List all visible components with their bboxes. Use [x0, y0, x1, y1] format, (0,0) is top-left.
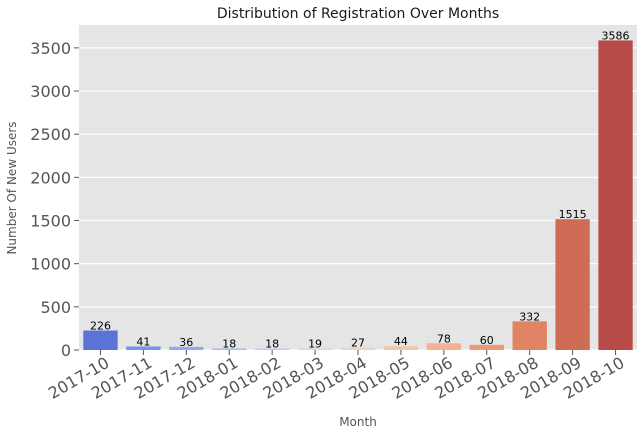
bar: [340, 347, 376, 350]
data-label: 44: [394, 335, 408, 348]
y-tick-label: 2000: [30, 168, 71, 187]
gridlines: [79, 47, 637, 351]
bar: [469, 344, 504, 350]
data-label: 19: [308, 337, 322, 350]
plot-area: [79, 25, 637, 350]
bar: [512, 321, 547, 350]
data-label: 18: [265, 337, 279, 350]
data-label: 18: [222, 337, 236, 350]
data-labels: 226 41 36 18 18 19 27 44 78 60 332 1515 3586: [90, 29, 630, 350]
y-tick-label: 1500: [30, 212, 71, 231]
bar: [254, 348, 290, 350]
bar: [169, 346, 204, 350]
data-label: 1515: [559, 208, 587, 221]
bar: [426, 343, 462, 350]
data-label: 332: [519, 310, 540, 323]
y-tick-label: 0: [61, 341, 71, 360]
y-tick-label: 1000: [30, 255, 71, 274]
data-label: 3586: [602, 29, 630, 42]
data-label: 41: [136, 335, 150, 348]
bar: [212, 348, 247, 350]
y-tick-label: 500: [40, 298, 71, 317]
bar: [83, 330, 118, 350]
y-axis-label: Number Of New Users: [5, 121, 19, 254]
y-tick-label: 3500: [30, 39, 71, 58]
x-axis-ticks: 2017-102017-112017-122018-012018-022018-…: [45, 350, 628, 403]
bar: [555, 219, 590, 350]
bars: [83, 40, 633, 350]
bar: [297, 348, 333, 350]
y-tick-label: 2500: [30, 125, 71, 144]
data-label: 226: [90, 319, 111, 332]
bar: [383, 346, 419, 350]
y-axis-ticks: 0 500 1000 1500 2000 2500 3000 3500: [30, 39, 79, 360]
data-label: 78: [437, 332, 451, 345]
chart-title: Distribution of Registration Over Months: [217, 6, 499, 22]
data-label: 36: [179, 336, 193, 349]
y-tick-label: 3000: [30, 82, 71, 101]
bar: [598, 40, 633, 350]
data-label: 27: [351, 337, 365, 350]
data-label: 60: [480, 334, 494, 347]
x-axis-label: Month: [339, 415, 377, 429]
bar: [126, 346, 161, 350]
